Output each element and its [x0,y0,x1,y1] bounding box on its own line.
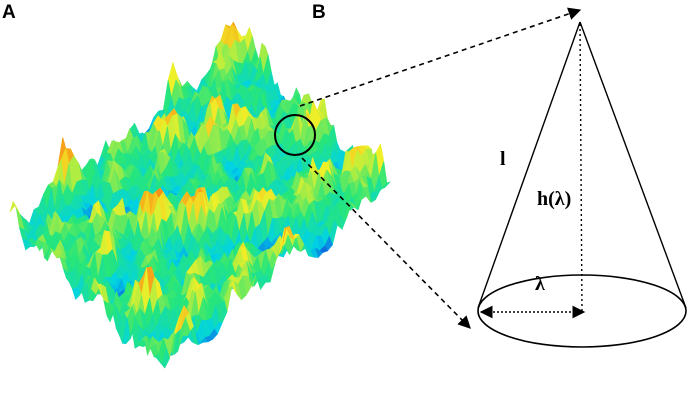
cone-side [579,21,687,309]
slant-label: l [500,148,506,170]
cone-height [579,23,583,312]
zoom-arrow [301,157,471,329]
surface-cell [156,358,166,369]
zoom-circle [274,114,316,156]
rough-surface [9,21,391,369]
height-label: h(λ) [537,188,571,210]
radius-label: λ [535,273,545,295]
cone-side [477,21,581,309]
panel-label: B [312,2,326,23]
surface-cell [181,80,191,87]
cone [477,21,687,348]
panel-label: A [2,2,16,23]
zoom-arrow [299,7,582,107]
